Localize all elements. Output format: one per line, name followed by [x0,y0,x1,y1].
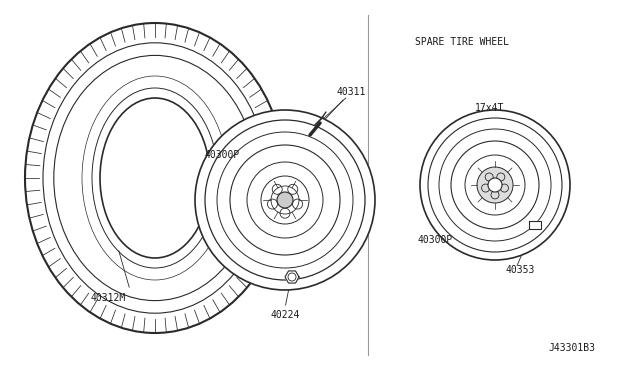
Text: 40300P: 40300P [204,150,239,160]
Ellipse shape [477,167,513,203]
Ellipse shape [230,145,340,255]
Text: 40353: 40353 [506,265,534,275]
Text: 40300P: 40300P [417,235,452,245]
Ellipse shape [451,141,539,229]
Ellipse shape [100,98,210,258]
Text: SPARE TIRE WHEEL: SPARE TIRE WHEEL [415,37,509,47]
Text: J43301B3: J43301B3 [548,343,595,353]
Text: 40224: 40224 [270,310,300,320]
Text: 40311: 40311 [336,87,365,97]
Ellipse shape [261,176,309,224]
Ellipse shape [195,110,375,290]
Ellipse shape [277,192,293,208]
Text: 17x4T: 17x4T [476,103,505,113]
Ellipse shape [25,23,285,333]
Text: 40312M: 40312M [90,293,125,303]
Ellipse shape [488,178,502,192]
Polygon shape [285,271,299,283]
Polygon shape [529,221,541,229]
Ellipse shape [420,110,570,260]
